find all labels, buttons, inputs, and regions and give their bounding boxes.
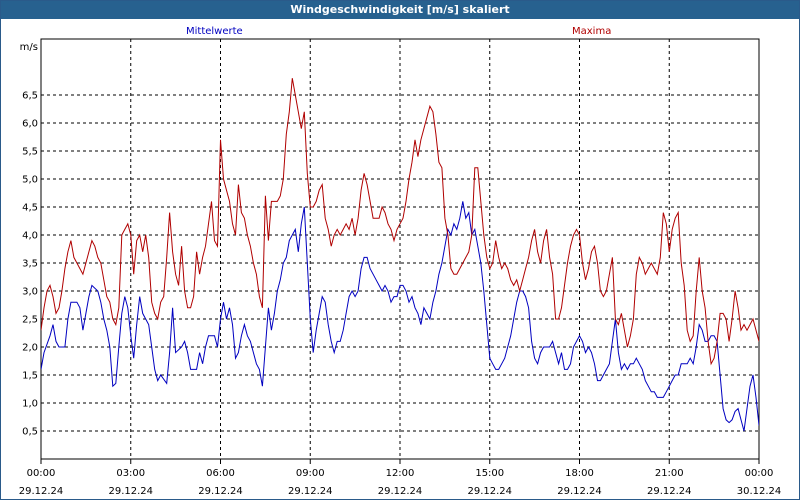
chart-title: Windgeschwindigkeit [m/s] skaliert [1,1,799,19]
x-tick-time: 09:00 [296,468,325,479]
y-tick-label: 0,5 [22,427,38,438]
y-tick-label: 6,0 [22,119,38,130]
series-line-mittelwerte [41,201,759,432]
x-tick-date: 29.12.24 [647,486,692,497]
x-tick-time: 12:00 [386,468,415,479]
y-tick-label: 2,5 [22,315,38,326]
y-tick-label: 1,0 [22,399,38,410]
y-tick-label: 3,0 [22,287,38,298]
x-tick-time: 00:00 [745,468,774,479]
x-tick-time: 18:00 [565,468,594,479]
x-tick-date: 29.12.24 [467,486,512,497]
legend-maxima: Maxima [572,26,612,37]
y-tick-label: 4,0 [22,231,38,242]
y-tick-label: 4,5 [22,203,38,214]
x-tick-time: 03:00 [116,468,145,479]
y-tick-label: 2,0 [22,343,38,354]
y-tick-label: 3,5 [22,259,38,270]
x-tick-time: 21:00 [655,468,684,479]
y-tick-label: 6,5 [22,91,38,102]
series-line-maxima [41,78,759,366]
x-tick-date: 30.12.24 [737,486,782,497]
x-tick-date: 29.12.24 [198,486,243,497]
legend-mittelwerte: Mittelwerte [186,26,243,37]
plot-area-border [40,38,760,460]
x-tick-date: 29.12.24 [378,486,423,497]
x-tick-date: 29.12.24 [19,486,64,497]
y-tick-label: 5,5 [22,147,38,158]
y-tick-label: 5,0 [22,175,38,186]
y-tick-label: 1,5 [22,371,38,382]
x-tick-time: 06:00 [206,468,235,479]
x-tick-date: 29.12.24 [108,486,153,497]
y-axis-unit: m/s [20,42,38,53]
x-tick-date: 29.12.24 [288,486,333,497]
x-tick-date: 29.12.24 [557,486,602,497]
x-tick-time: 00:00 [27,468,56,479]
x-tick-time: 15:00 [475,468,504,479]
